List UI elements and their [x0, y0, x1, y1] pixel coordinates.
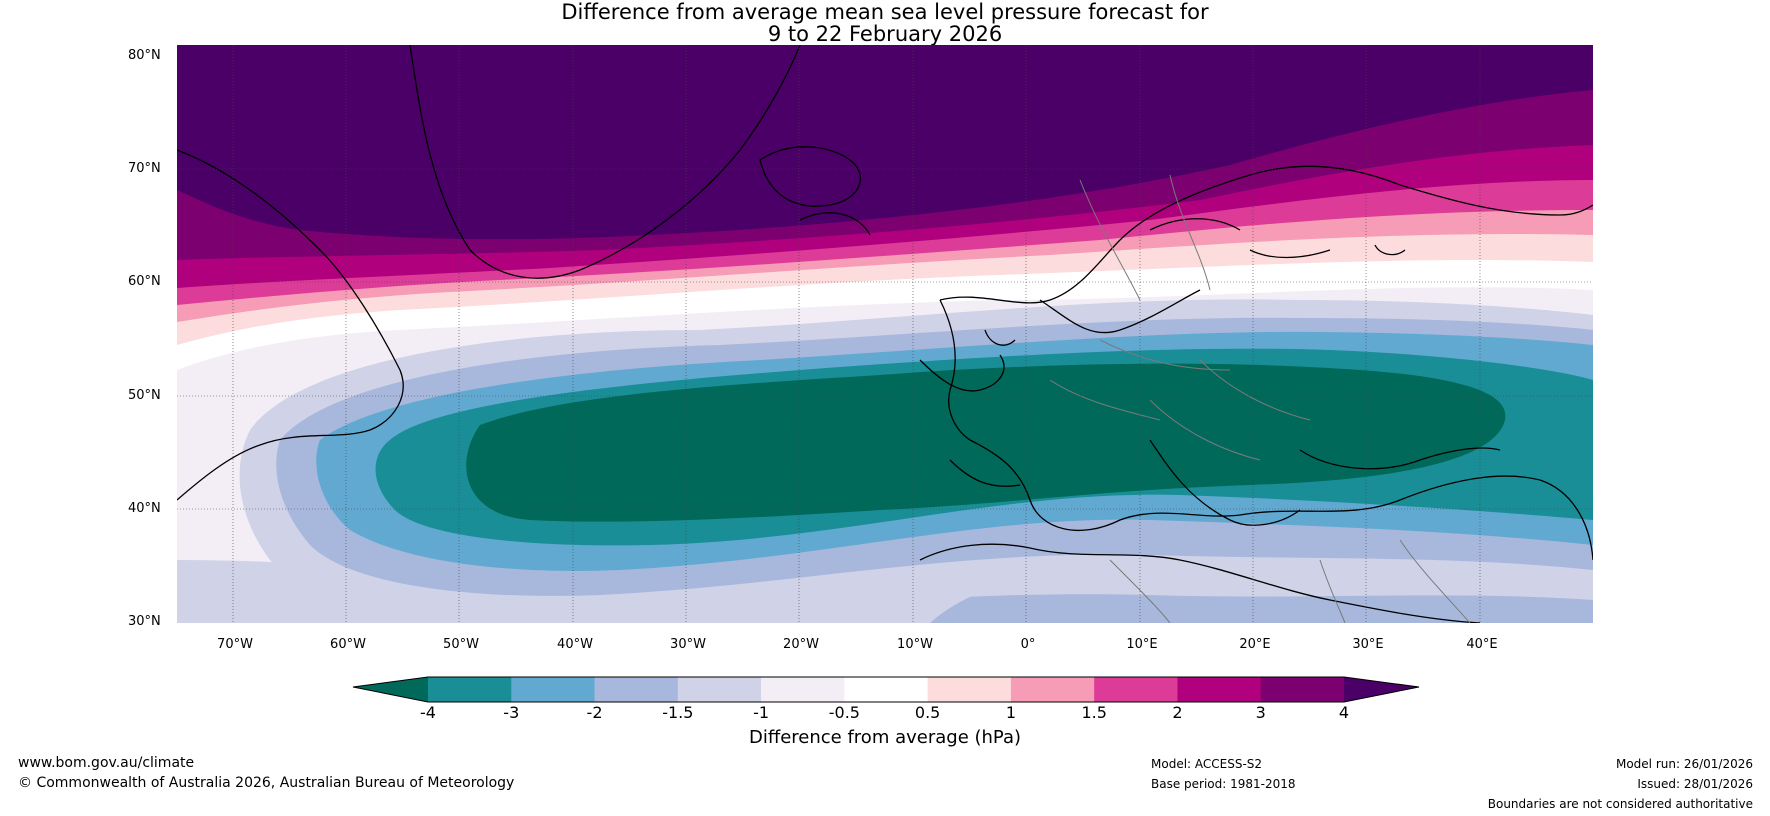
base-period-text: Base period: 1981-2018 — [1151, 777, 1296, 791]
colorbar-tick-label: -1.5 — [662, 703, 693, 722]
colorbar-tick-label: -0.5 — [829, 703, 860, 722]
colorbar-tick-label: 0.5 — [915, 703, 940, 722]
colorbar-label: Difference from average (hPa) — [0, 727, 1770, 748]
colorbar-bin — [1011, 677, 1095, 702]
colorbar-tick-label: -4 — [420, 703, 436, 722]
colorbar — [0, 0, 1770, 816]
colorbar-tick-label: -2 — [587, 703, 603, 722]
colorbar-bin — [1094, 677, 1178, 702]
colorbar-tick-label: 2 — [1172, 703, 1182, 722]
colorbar-tick-label: 3 — [1256, 703, 1266, 722]
colorbar-bin — [1177, 677, 1261, 702]
issued-text: Issued: 28/01/2026 — [1637, 777, 1753, 791]
colorbar-tick-label: 1.5 — [1081, 703, 1106, 722]
colorbar-tick-label: 1 — [1006, 703, 1016, 722]
copyright-text: © Commonwealth of Australia 2026, Austra… — [18, 775, 514, 791]
colorbar-bin — [511, 677, 595, 702]
colorbar-tick-label: -3 — [503, 703, 519, 722]
disclaimer-text: Boundaries are not considered authoritat… — [1488, 797, 1753, 811]
colorbar-bin — [1261, 677, 1345, 702]
website-link[interactable]: www.bom.gov.au/climate — [18, 755, 194, 771]
model-text: Model: ACCESS-S2 — [1151, 757, 1262, 771]
colorbar-tick-label: 4 — [1339, 703, 1349, 722]
model-run-text: Model run: 26/01/2026 — [1616, 757, 1753, 771]
colorbar-bin — [678, 677, 762, 702]
colorbar-bin — [761, 677, 845, 702]
colorbar-bin — [595, 677, 679, 702]
colorbar-tick-label: -1 — [753, 703, 769, 722]
colorbar-bin — [428, 677, 512, 702]
colorbar-bin — [844, 677, 928, 702]
colorbar-bin — [928, 677, 1012, 702]
